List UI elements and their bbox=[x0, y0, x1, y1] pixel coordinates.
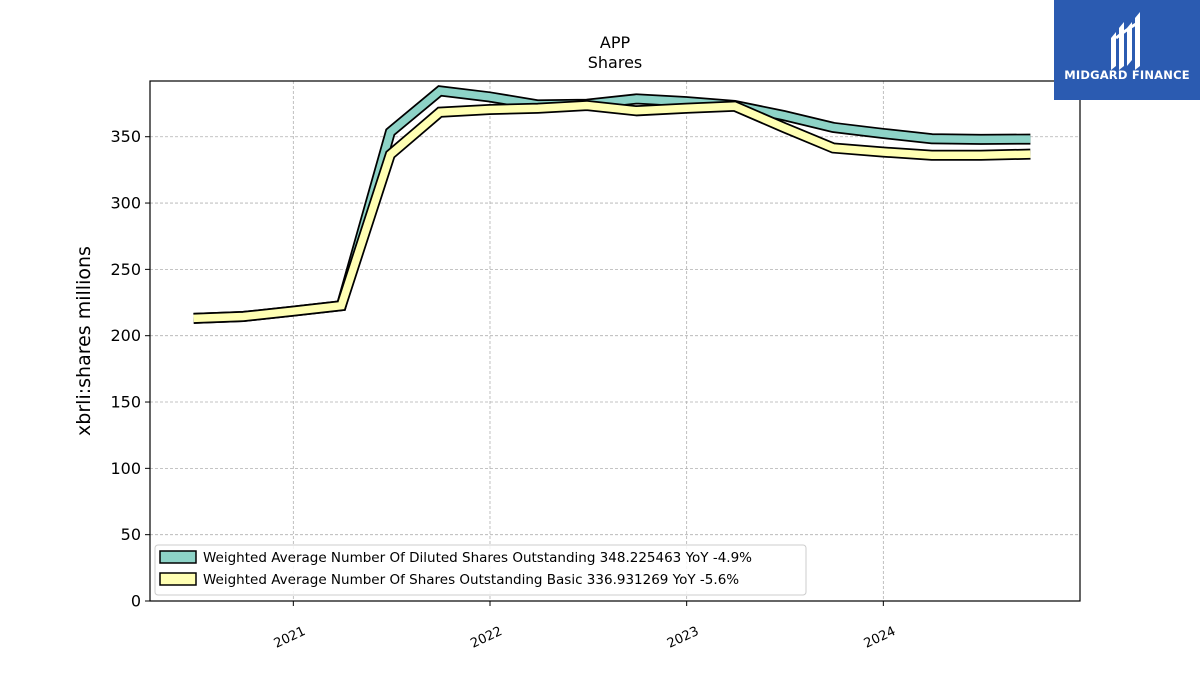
x-axis: 2021 2022 2023 2024 bbox=[272, 601, 898, 652]
y-tick-label: 50 bbox=[121, 525, 141, 544]
legend: Weighted Average Number Of Diluted Share… bbox=[154, 544, 807, 596]
grid bbox=[150, 81, 1080, 602]
legend-swatch-basic bbox=[159, 572, 197, 586]
series-line-outline bbox=[193, 85, 1031, 324]
chart-title: APP bbox=[600, 33, 631, 52]
x-tick-label: 2021 bbox=[272, 624, 308, 652]
logo-text: MIDGARD FINANCE bbox=[1064, 68, 1190, 82]
series-group bbox=[193, 85, 1031, 324]
plot-frame bbox=[149, 80, 1081, 602]
brand-logo: MIDGARD FINANCE bbox=[1054, 0, 1200, 100]
x-tick-label: 2024 bbox=[862, 624, 898, 652]
legend-box bbox=[154, 544, 807, 596]
y-axis: 0 50 100 150 200 250 300 350 bbox=[110, 127, 150, 611]
y-tick-label: 250 bbox=[110, 260, 141, 279]
y-tick-label: 150 bbox=[110, 393, 141, 412]
series-line bbox=[193, 101, 1031, 323]
y-axis-label: xbrli:shares millions bbox=[73, 246, 95, 436]
logo-mark-icon bbox=[1111, 12, 1140, 70]
x-tick-label: 2023 bbox=[665, 624, 701, 652]
x-tick-label: 2022 bbox=[468, 624, 504, 652]
y-tick-label: 200 bbox=[110, 326, 141, 345]
y-tick-label: 0 bbox=[131, 592, 141, 611]
chart-subtitle: Shares bbox=[588, 53, 643, 72]
y-tick-label: 350 bbox=[110, 127, 141, 146]
legend-swatch-diluted bbox=[159, 550, 197, 564]
legend-entry-basic: Weighted Average Number Of Shares Outsta… bbox=[203, 572, 739, 588]
y-tick-label: 300 bbox=[110, 194, 141, 213]
series-line bbox=[193, 86, 1031, 323]
legend-entry-diluted: Weighted Average Number Of Diluted Share… bbox=[203, 550, 752, 566]
y-tick-label: 100 bbox=[110, 459, 141, 478]
